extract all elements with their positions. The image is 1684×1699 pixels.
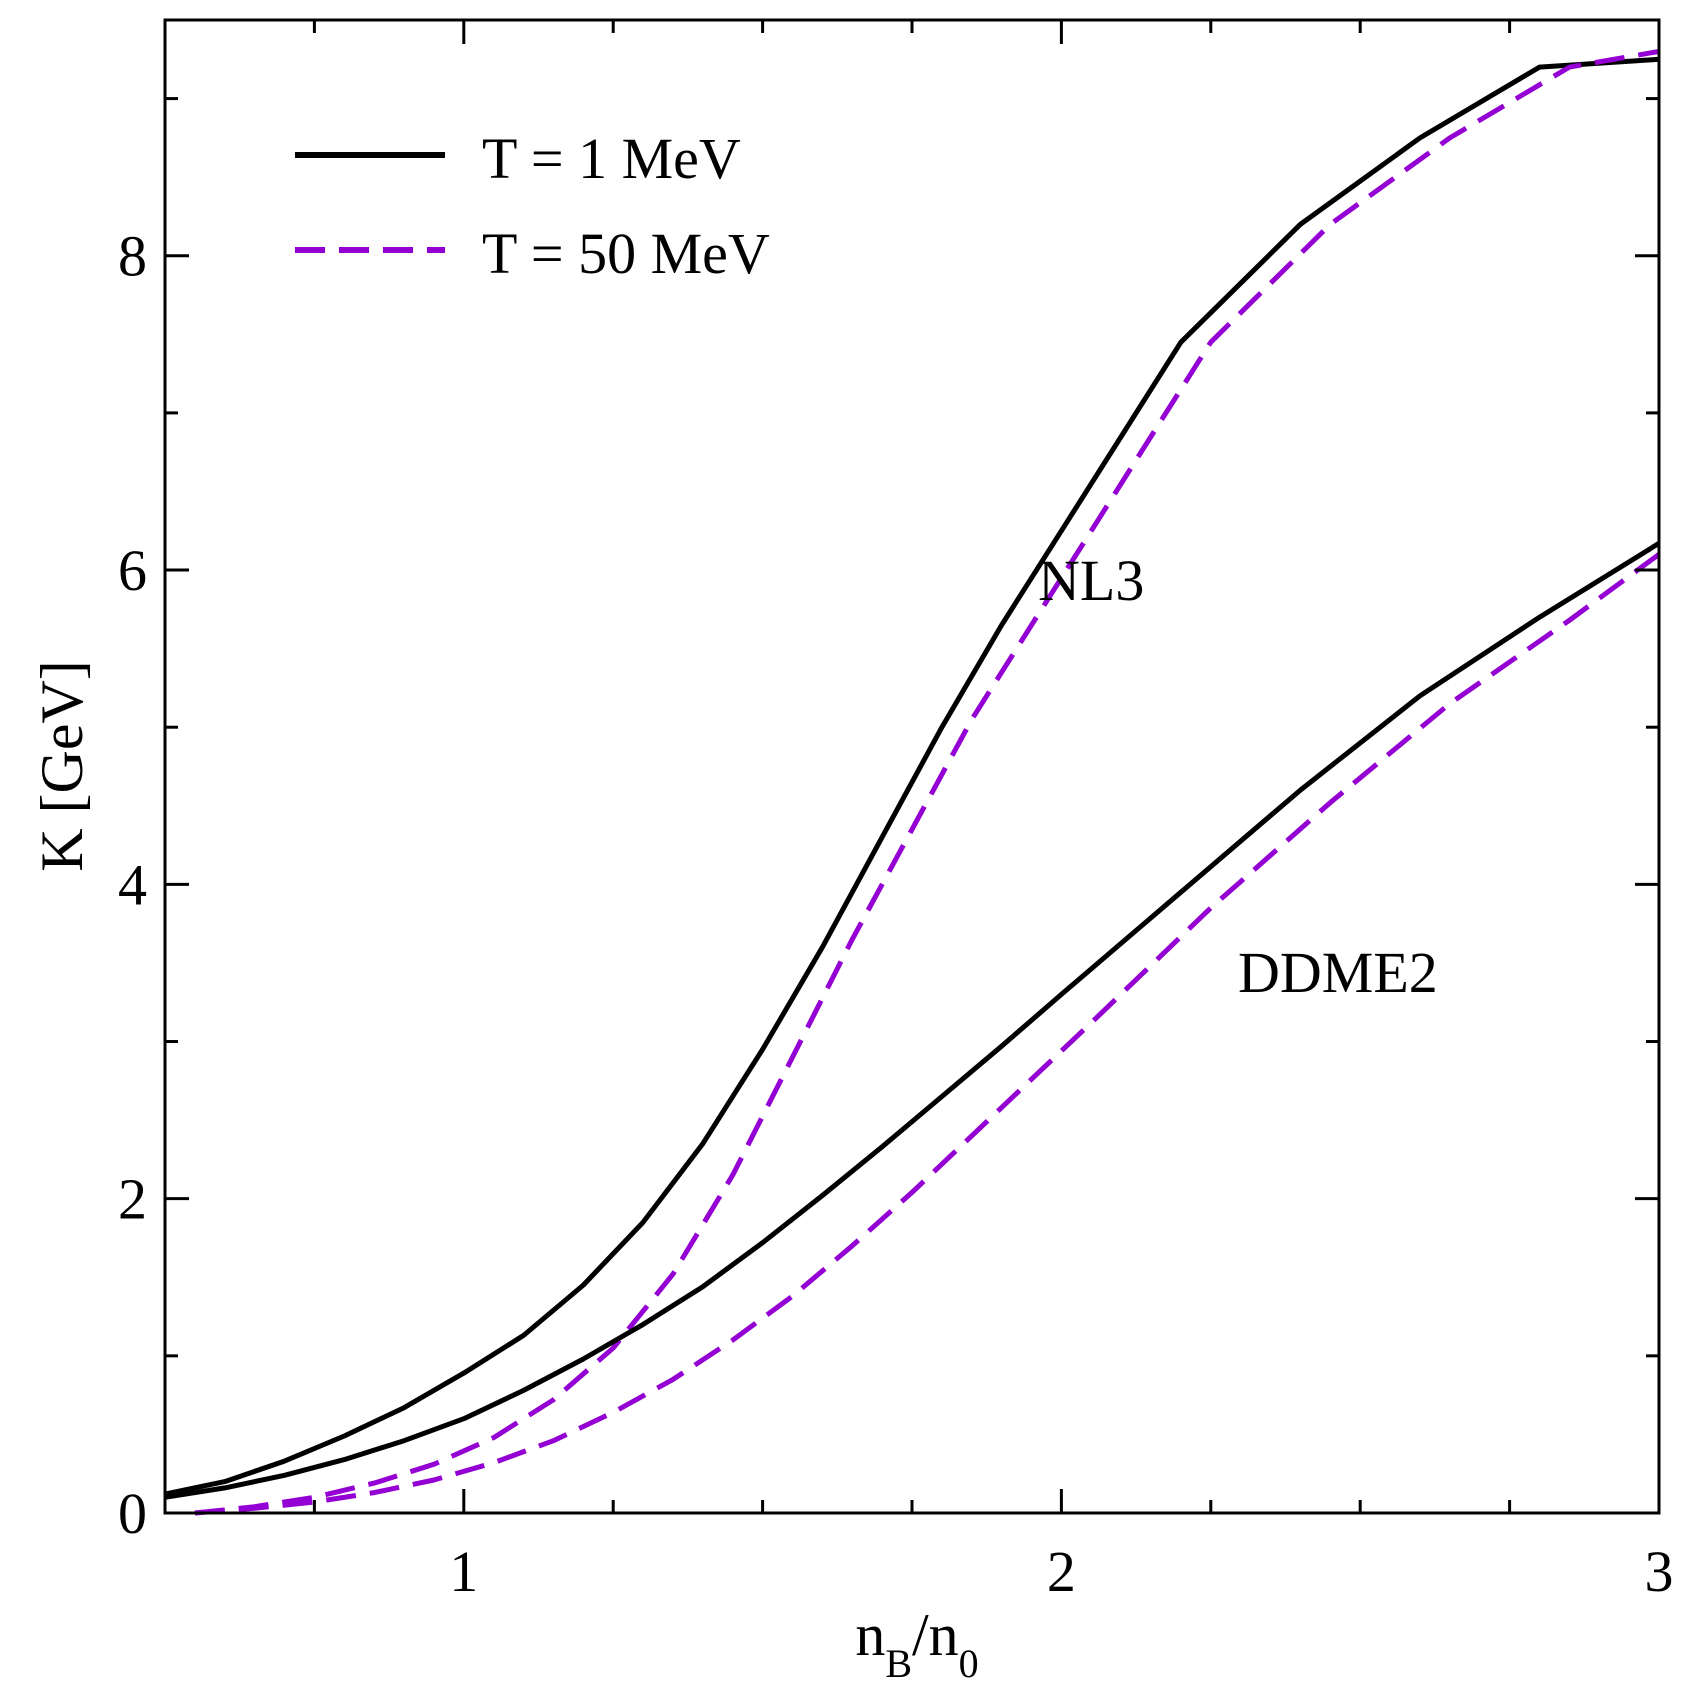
y-tick-label-4: 8 bbox=[118, 224, 147, 289]
x-axis-label: nB/n0 bbox=[855, 1602, 978, 1686]
x-label-slash: /n bbox=[912, 1602, 959, 1668]
y-tick-label-2: 4 bbox=[118, 852, 147, 917]
y-tick-label-1: 2 bbox=[118, 1167, 147, 1232]
series-line-0 bbox=[164, 56, 1660, 1497]
curves-layer bbox=[164, 48, 1661, 1516]
annotation-ddme2: DDME2 bbox=[1238, 940, 1438, 1005]
series-line-2 bbox=[164, 541, 1661, 1500]
y-tick-label-0: 0 bbox=[118, 1481, 147, 1546]
plot-frame bbox=[163, 18, 1661, 1515]
legend: T = 1 MeV T = 50 MeV bbox=[295, 126, 770, 286]
legend-label-t50: T = 50 MeV bbox=[482, 221, 770, 286]
x-label-main: n bbox=[855, 1602, 885, 1668]
y-tick-label-3: 6 bbox=[118, 538, 147, 603]
x-tick-label-2: 3 bbox=[1645, 1539, 1674, 1604]
x-label-sub-0: 0 bbox=[959, 1641, 979, 1686]
x-label-sub-b: B bbox=[885, 1641, 912, 1686]
y-axis-label: K [GeV] bbox=[29, 660, 95, 872]
x-tick-label-0: 1 bbox=[449, 1539, 478, 1604]
x-tick-label-1: 2 bbox=[1047, 1539, 1076, 1604]
legend-label-t1: T = 1 MeV bbox=[482, 126, 741, 191]
series-line-3 bbox=[194, 552, 1661, 1516]
annotation-nl3: NL3 bbox=[1038, 548, 1144, 613]
series-line-1 bbox=[194, 48, 1660, 1516]
